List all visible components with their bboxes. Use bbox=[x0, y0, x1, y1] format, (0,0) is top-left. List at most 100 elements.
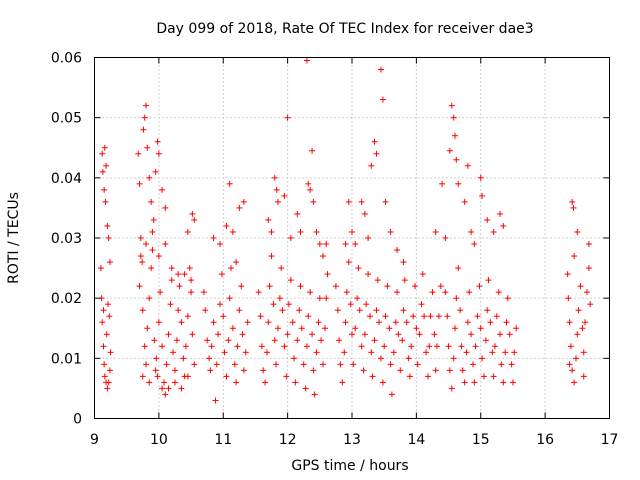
data-point bbox=[311, 391, 318, 398]
data-point bbox=[323, 241, 330, 248]
data-point bbox=[217, 241, 224, 248]
data-point bbox=[100, 307, 107, 314]
data-point bbox=[154, 373, 161, 380]
data-point bbox=[137, 253, 144, 260]
data-point bbox=[136, 180, 143, 187]
data-point bbox=[437, 283, 444, 290]
x-tick-label: 15 bbox=[472, 432, 490, 448]
data-point bbox=[266, 283, 273, 290]
data-point bbox=[105, 379, 112, 386]
data-point bbox=[316, 241, 323, 248]
data-point bbox=[236, 307, 243, 314]
data-point bbox=[302, 385, 309, 392]
data-point bbox=[466, 289, 473, 296]
data-point bbox=[152, 367, 159, 374]
data-point bbox=[313, 228, 320, 235]
data-point bbox=[260, 367, 267, 374]
data-point bbox=[477, 325, 484, 332]
data-point bbox=[221, 349, 228, 356]
data-point bbox=[161, 379, 168, 386]
data-point bbox=[178, 385, 185, 392]
data-point bbox=[149, 247, 156, 254]
data-point bbox=[509, 379, 516, 386]
data-point bbox=[569, 198, 576, 205]
data-point bbox=[490, 373, 497, 380]
data-point bbox=[285, 301, 292, 308]
data-point bbox=[107, 349, 114, 356]
data-point bbox=[565, 295, 572, 302]
data-point bbox=[577, 283, 584, 290]
data-point bbox=[394, 289, 401, 296]
data-point bbox=[442, 235, 449, 241]
data-point bbox=[97, 265, 104, 272]
data-point bbox=[414, 361, 421, 368]
data-point bbox=[157, 289, 164, 296]
data-point bbox=[103, 331, 110, 338]
data-point bbox=[445, 343, 452, 350]
data-point bbox=[458, 343, 465, 350]
data-point bbox=[101, 144, 108, 151]
data-point bbox=[511, 349, 518, 356]
data-point bbox=[479, 355, 486, 362]
y-tick-label: 0.05 bbox=[51, 111, 82, 127]
data-point bbox=[334, 307, 341, 314]
data-point bbox=[574, 331, 581, 338]
x-axis-label: GPS time / hours bbox=[291, 458, 408, 474]
data-point bbox=[345, 259, 352, 266]
data-point bbox=[149, 228, 156, 235]
data-point bbox=[155, 150, 162, 157]
data-point bbox=[320, 361, 327, 368]
data-point bbox=[101, 186, 108, 193]
data-point bbox=[570, 204, 577, 211]
data-point bbox=[406, 373, 413, 380]
data-point bbox=[300, 361, 307, 368]
data-point bbox=[310, 367, 317, 374]
data-point bbox=[585, 265, 592, 272]
data-point bbox=[448, 385, 455, 392]
data-point bbox=[184, 228, 191, 235]
data-point bbox=[442, 289, 449, 296]
data-point bbox=[284, 331, 291, 338]
data-point bbox=[381, 343, 388, 350]
data-point bbox=[227, 265, 234, 272]
data-point bbox=[491, 343, 498, 350]
data-point bbox=[399, 337, 406, 344]
data-point bbox=[476, 283, 483, 290]
data-point bbox=[136, 283, 143, 290]
axis-ticks bbox=[94, 57, 610, 419]
data-point bbox=[373, 150, 380, 157]
data-point bbox=[410, 313, 417, 320]
data-point bbox=[424, 373, 431, 380]
data-point bbox=[159, 343, 166, 350]
data-point bbox=[341, 349, 348, 356]
data-point bbox=[421, 313, 428, 320]
data-point bbox=[579, 325, 586, 332]
data-point bbox=[418, 301, 425, 308]
data-point bbox=[307, 289, 314, 296]
data-point bbox=[165, 331, 172, 338]
data-point bbox=[569, 367, 576, 374]
data-point bbox=[186, 265, 193, 272]
data-point bbox=[207, 367, 214, 374]
data-point bbox=[367, 313, 374, 320]
data-point bbox=[513, 325, 520, 332]
data-point bbox=[184, 313, 191, 320]
data-point bbox=[388, 391, 395, 398]
data-point bbox=[365, 271, 372, 278]
data-point bbox=[336, 337, 343, 344]
data-point bbox=[480, 373, 487, 380]
data-point bbox=[305, 313, 312, 320]
y-tick-label: 0.06 bbox=[51, 51, 82, 67]
data-point bbox=[175, 307, 182, 314]
data-point bbox=[368, 162, 375, 169]
data-point bbox=[303, 343, 310, 350]
data-point bbox=[163, 361, 170, 368]
data-point bbox=[281, 192, 288, 199]
data-point bbox=[217, 301, 224, 308]
data-point bbox=[153, 355, 160, 362]
data-point bbox=[450, 355, 457, 362]
data-point bbox=[265, 216, 272, 223]
data-point bbox=[337, 361, 344, 368]
data-point bbox=[468, 228, 475, 235]
